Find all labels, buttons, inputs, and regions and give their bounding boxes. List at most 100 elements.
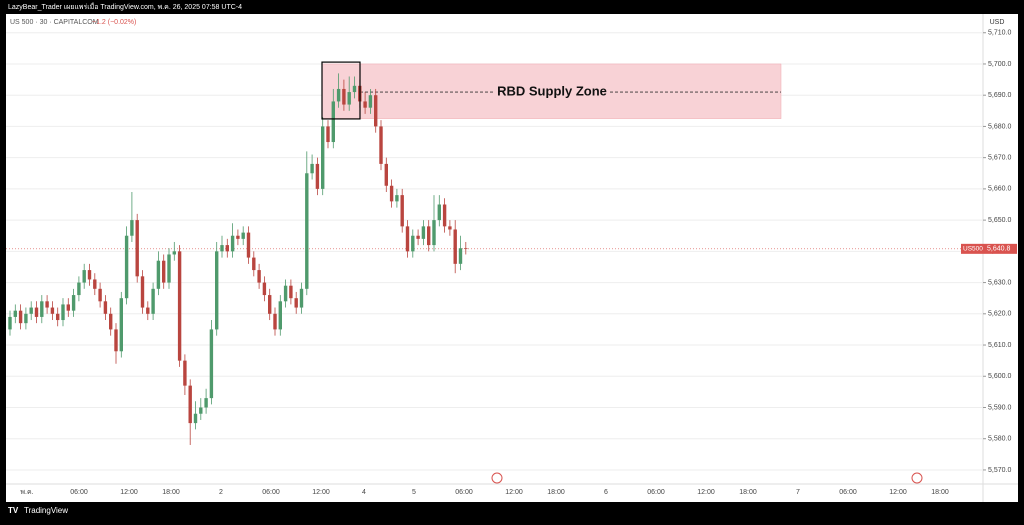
candle-body [336,88,341,102]
x-tick-label: พ.ค. [20,489,33,496]
x-tick-label: 12:00 [312,489,330,496]
candle-body [252,257,256,271]
candle-body [257,270,261,283]
x-tick-label: 7 [796,489,800,496]
candle-body [315,163,320,189]
candle-body [389,185,394,202]
candle-body [140,276,145,308]
supply-zone [321,63,782,119]
candle-body [437,204,441,221]
candle-body [453,229,457,264]
event-flag [911,472,923,484]
last-price-tag [961,243,1017,254]
plot: 5,570.0 5,580.0 5,590.0 5,600.0 5,610.0 5,620… [6,30,1017,496]
candle-body [177,251,182,361]
candle-body [236,235,240,239]
candle-body [405,226,410,252]
x-tick-label: 06:00 [839,489,857,496]
candle-body [24,313,28,324]
publish-info: LazyBear_Trader เผยแพร่เมื่อ TradingView… [8,2,242,11]
y-tick-label: 5,570.0 [988,467,1011,474]
candle-body [411,235,415,252]
candle-body [321,126,325,189]
candle-body [124,235,129,299]
candle-body [82,270,86,283]
candle-body [71,295,76,311]
candle-body [29,307,33,314]
candle-body [268,295,272,314]
candle-body [109,313,113,330]
candle-body [114,329,118,352]
y-tick-label: 5,660.0 [988,186,1011,193]
candle-body [448,226,452,230]
y-tick-label: 5,590.0 [988,404,1011,411]
candle-body [93,279,97,289]
x-tick-label: 18:00 [931,489,949,496]
candle-body [61,304,65,321]
candle-body [421,226,426,239]
event-flags [491,472,923,484]
candle-body [458,248,463,264]
x-tick-label: 06:00 [647,489,665,496]
x-tick-label: 06:00 [455,489,473,496]
candle-body [427,226,431,246]
candle-body [204,398,208,408]
x-tick-label: 6 [604,489,608,496]
candle-body [352,85,357,93]
y-tick-label: 5,630.0 [988,279,1011,286]
y-tick-label: 5,620.0 [988,311,1011,318]
change: −1.2 (−0.02%) [92,19,136,26]
x-tick-label: 18:00 [547,489,565,496]
candle-body [183,360,187,386]
candle-body [34,307,39,317]
x-tick-label: 12:00 [505,489,523,496]
candle-body [98,288,102,302]
candle-body [209,329,214,399]
candle-body [8,316,12,330]
candle-body [305,173,309,289]
candle-body [278,301,282,330]
candle-body [442,204,447,227]
x-tick-label: 18:00 [739,489,757,496]
x-tick-label: 12:00 [120,489,138,496]
candle-body [262,282,267,296]
candle-body [215,251,219,330]
x-tick-label: 12:00 [697,489,715,496]
candle-body [172,251,176,255]
candle-body [310,163,314,174]
candle-body [342,88,346,105]
candle-body [273,313,277,330]
y-tick-label: 5,690.0 [988,92,1011,99]
candle-body [130,220,134,236]
y-tick-label: 5,700.0 [988,61,1011,68]
footer-logo: TV TradingView [8,506,68,515]
candle-body [220,245,224,252]
y-tick-label: 5,600.0 [988,373,1011,380]
candle-body [384,163,388,186]
x-tick-label: 5 [412,489,416,496]
candle-body [162,260,166,283]
zone-label: RBD Supply Zone [497,84,607,99]
x-tick-label: 4 [362,489,366,496]
x-tick-label: 06:00 [262,489,280,496]
candle-body [103,301,108,314]
candle-body [45,301,49,308]
event-flag [491,472,503,484]
y-tick-label: 5,670.0 [988,154,1011,161]
y-tick-label: 5,710.0 [988,30,1011,37]
x-tick-label: 12:00 [889,489,907,496]
y-tick-label: 5,650.0 [988,217,1011,224]
candle-body [400,195,404,227]
x-tick-label: 2 [219,489,223,496]
candle-body [326,126,330,143]
y-tick-label: 5,610.0 [988,342,1011,349]
candle-body [347,92,351,105]
candle-body [87,270,92,280]
candle-body [156,260,161,289]
candle-body [299,288,304,308]
candle-body [146,307,150,314]
candle-body [13,310,17,317]
candle-body [77,282,81,296]
candle-body [395,195,399,202]
